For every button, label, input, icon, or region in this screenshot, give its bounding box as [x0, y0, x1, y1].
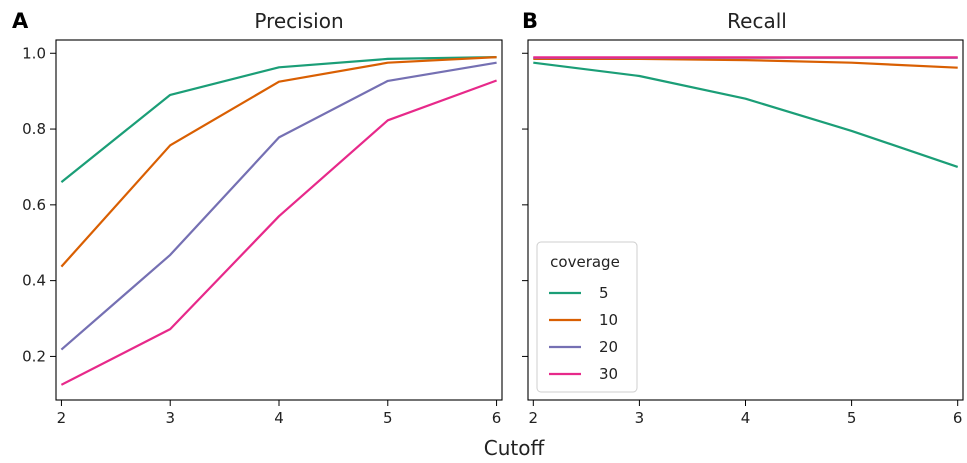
x-tick-label: 3	[165, 409, 175, 427]
legend-label-20: 20	[599, 338, 618, 356]
series-line-coverage-30	[60, 79, 497, 386]
series-line-coverage-5	[60, 56, 497, 183]
x-axis-label: Cutoff	[484, 436, 546, 460]
x-tick-label: 6	[492, 409, 502, 427]
y-tick-label: 0.4	[22, 272, 46, 290]
x-tick-label: 6	[953, 409, 963, 427]
legend-label-5: 5	[599, 284, 609, 302]
y-tick-label: 0.8	[22, 120, 46, 138]
x-tick-label: 5	[847, 409, 857, 427]
y-tick-label: 1.0	[22, 44, 46, 62]
y-tick-label: 0.6	[22, 196, 46, 214]
x-tick-label: 4	[741, 409, 751, 427]
x-tick-label: 2	[57, 409, 67, 427]
panel-letter: B	[522, 9, 538, 33]
series-line-coverage-10	[533, 57, 958, 69]
x-tick-label: 3	[635, 409, 645, 427]
panel-title: Recall	[727, 9, 787, 33]
legend-title: coverage	[550, 253, 620, 271]
legend-label-30: 30	[599, 365, 618, 383]
panel-letter: A	[12, 9, 29, 33]
series-line-coverage-20	[60, 61, 497, 351]
legend: coverage 5 10 20 30	[536, 241, 638, 393]
plot-frame	[55, 39, 503, 401]
x-tick-label: 2	[529, 409, 539, 427]
series-line-coverage-5	[533, 61, 959, 168]
legend-box	[536, 241, 638, 393]
panel-precision: A Precision 2 3 4 5 6 0.2 0.4 0.6 0.8 1.0	[12, 9, 503, 427]
panel-title: Precision	[254, 9, 343, 33]
x-tick-label: 4	[274, 409, 284, 427]
panel-recall: B Recall 2 3 4 5 6 coverage 5 10 20 30	[522, 9, 964, 427]
series-line-coverage-10	[60, 56, 497, 268]
legend-label-10: 10	[599, 311, 618, 329]
x-tick-label: 5	[383, 409, 393, 427]
y-tick-label: 0.2	[22, 347, 46, 365]
